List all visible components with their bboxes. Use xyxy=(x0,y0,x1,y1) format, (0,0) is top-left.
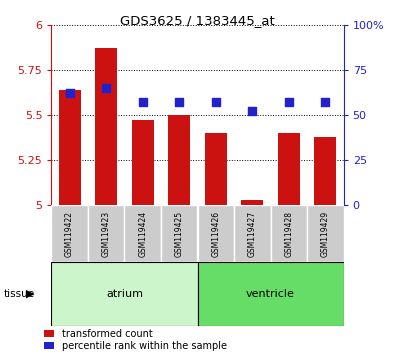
Text: ventricle: ventricle xyxy=(246,289,295,299)
Text: GSM119422: GSM119422 xyxy=(65,211,74,257)
Point xyxy=(66,91,73,96)
Text: GSM119429: GSM119429 xyxy=(321,211,330,257)
Text: GSM119423: GSM119423 xyxy=(102,211,111,257)
Bar xyxy=(241,200,263,205)
Bar xyxy=(51,262,198,326)
Point xyxy=(103,85,109,91)
Bar xyxy=(271,205,307,262)
Text: GSM119428: GSM119428 xyxy=(284,211,293,257)
Text: GDS3625 / 1383445_at: GDS3625 / 1383445_at xyxy=(120,14,275,27)
Text: GSM119427: GSM119427 xyxy=(248,211,257,257)
Bar xyxy=(161,205,198,262)
Bar xyxy=(198,262,344,326)
Text: GSM119425: GSM119425 xyxy=(175,211,184,257)
Bar xyxy=(278,133,300,205)
Bar xyxy=(168,115,190,205)
Text: atrium: atrium xyxy=(106,289,143,299)
Point xyxy=(322,99,329,105)
Bar xyxy=(132,120,154,205)
Text: tissue: tissue xyxy=(4,289,35,299)
Bar xyxy=(234,205,271,262)
Point xyxy=(176,99,182,105)
Text: ▶: ▶ xyxy=(26,289,34,299)
Point xyxy=(286,99,292,105)
Bar xyxy=(59,90,81,205)
Bar xyxy=(88,205,124,262)
Text: GSM119426: GSM119426 xyxy=(211,211,220,257)
Bar xyxy=(51,205,88,262)
Point xyxy=(139,99,146,105)
Point xyxy=(249,109,256,114)
Bar xyxy=(314,137,336,205)
Bar xyxy=(198,205,234,262)
Bar xyxy=(307,205,344,262)
Bar xyxy=(124,205,161,262)
Bar xyxy=(95,48,117,205)
Bar xyxy=(205,133,227,205)
Point xyxy=(213,99,219,105)
Text: GSM119424: GSM119424 xyxy=(138,211,147,257)
Legend: transformed count, percentile rank within the sample: transformed count, percentile rank withi… xyxy=(44,329,227,351)
